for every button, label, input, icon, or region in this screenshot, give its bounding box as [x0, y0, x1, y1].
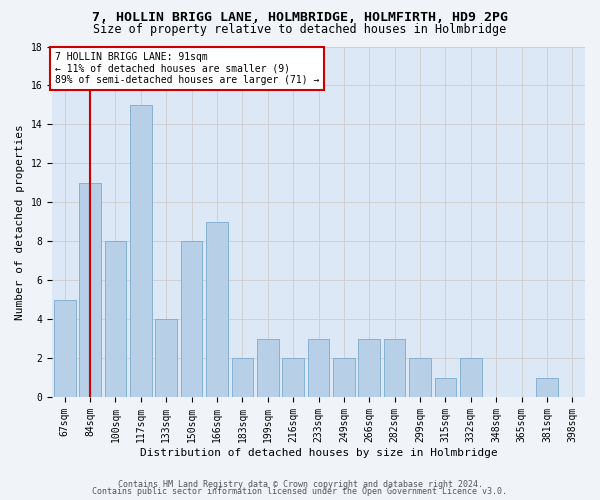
- Bar: [409, 358, 431, 397]
- Text: Size of property relative to detached houses in Holmbridge: Size of property relative to detached ho…: [94, 22, 506, 36]
- Bar: [155, 319, 177, 397]
- Bar: [283, 358, 304, 397]
- Bar: [130, 105, 152, 397]
- Bar: [460, 358, 482, 397]
- Y-axis label: Number of detached properties: Number of detached properties: [15, 124, 25, 320]
- Text: 7 HOLLIN BRIGG LANE: 91sqm
← 11% of detached houses are smaller (9)
89% of semi-: 7 HOLLIN BRIGG LANE: 91sqm ← 11% of deta…: [55, 52, 319, 85]
- Text: Contains public sector information licensed under the Open Government Licence v3: Contains public sector information licen…: [92, 487, 508, 496]
- Bar: [536, 378, 558, 397]
- Bar: [232, 358, 253, 397]
- Bar: [79, 183, 101, 397]
- Bar: [384, 338, 406, 397]
- Bar: [54, 300, 76, 397]
- Bar: [308, 338, 329, 397]
- Bar: [104, 241, 126, 397]
- Bar: [434, 378, 456, 397]
- Bar: [206, 222, 228, 397]
- Text: 7, HOLLIN BRIGG LANE, HOLMBRIDGE, HOLMFIRTH, HD9 2PG: 7, HOLLIN BRIGG LANE, HOLMBRIDGE, HOLMFI…: [92, 11, 508, 24]
- X-axis label: Distribution of detached houses by size in Holmbridge: Distribution of detached houses by size …: [140, 448, 497, 458]
- Bar: [333, 358, 355, 397]
- Bar: [358, 338, 380, 397]
- Text: Contains HM Land Registry data © Crown copyright and database right 2024.: Contains HM Land Registry data © Crown c…: [118, 480, 482, 489]
- Bar: [257, 338, 278, 397]
- Bar: [181, 241, 202, 397]
